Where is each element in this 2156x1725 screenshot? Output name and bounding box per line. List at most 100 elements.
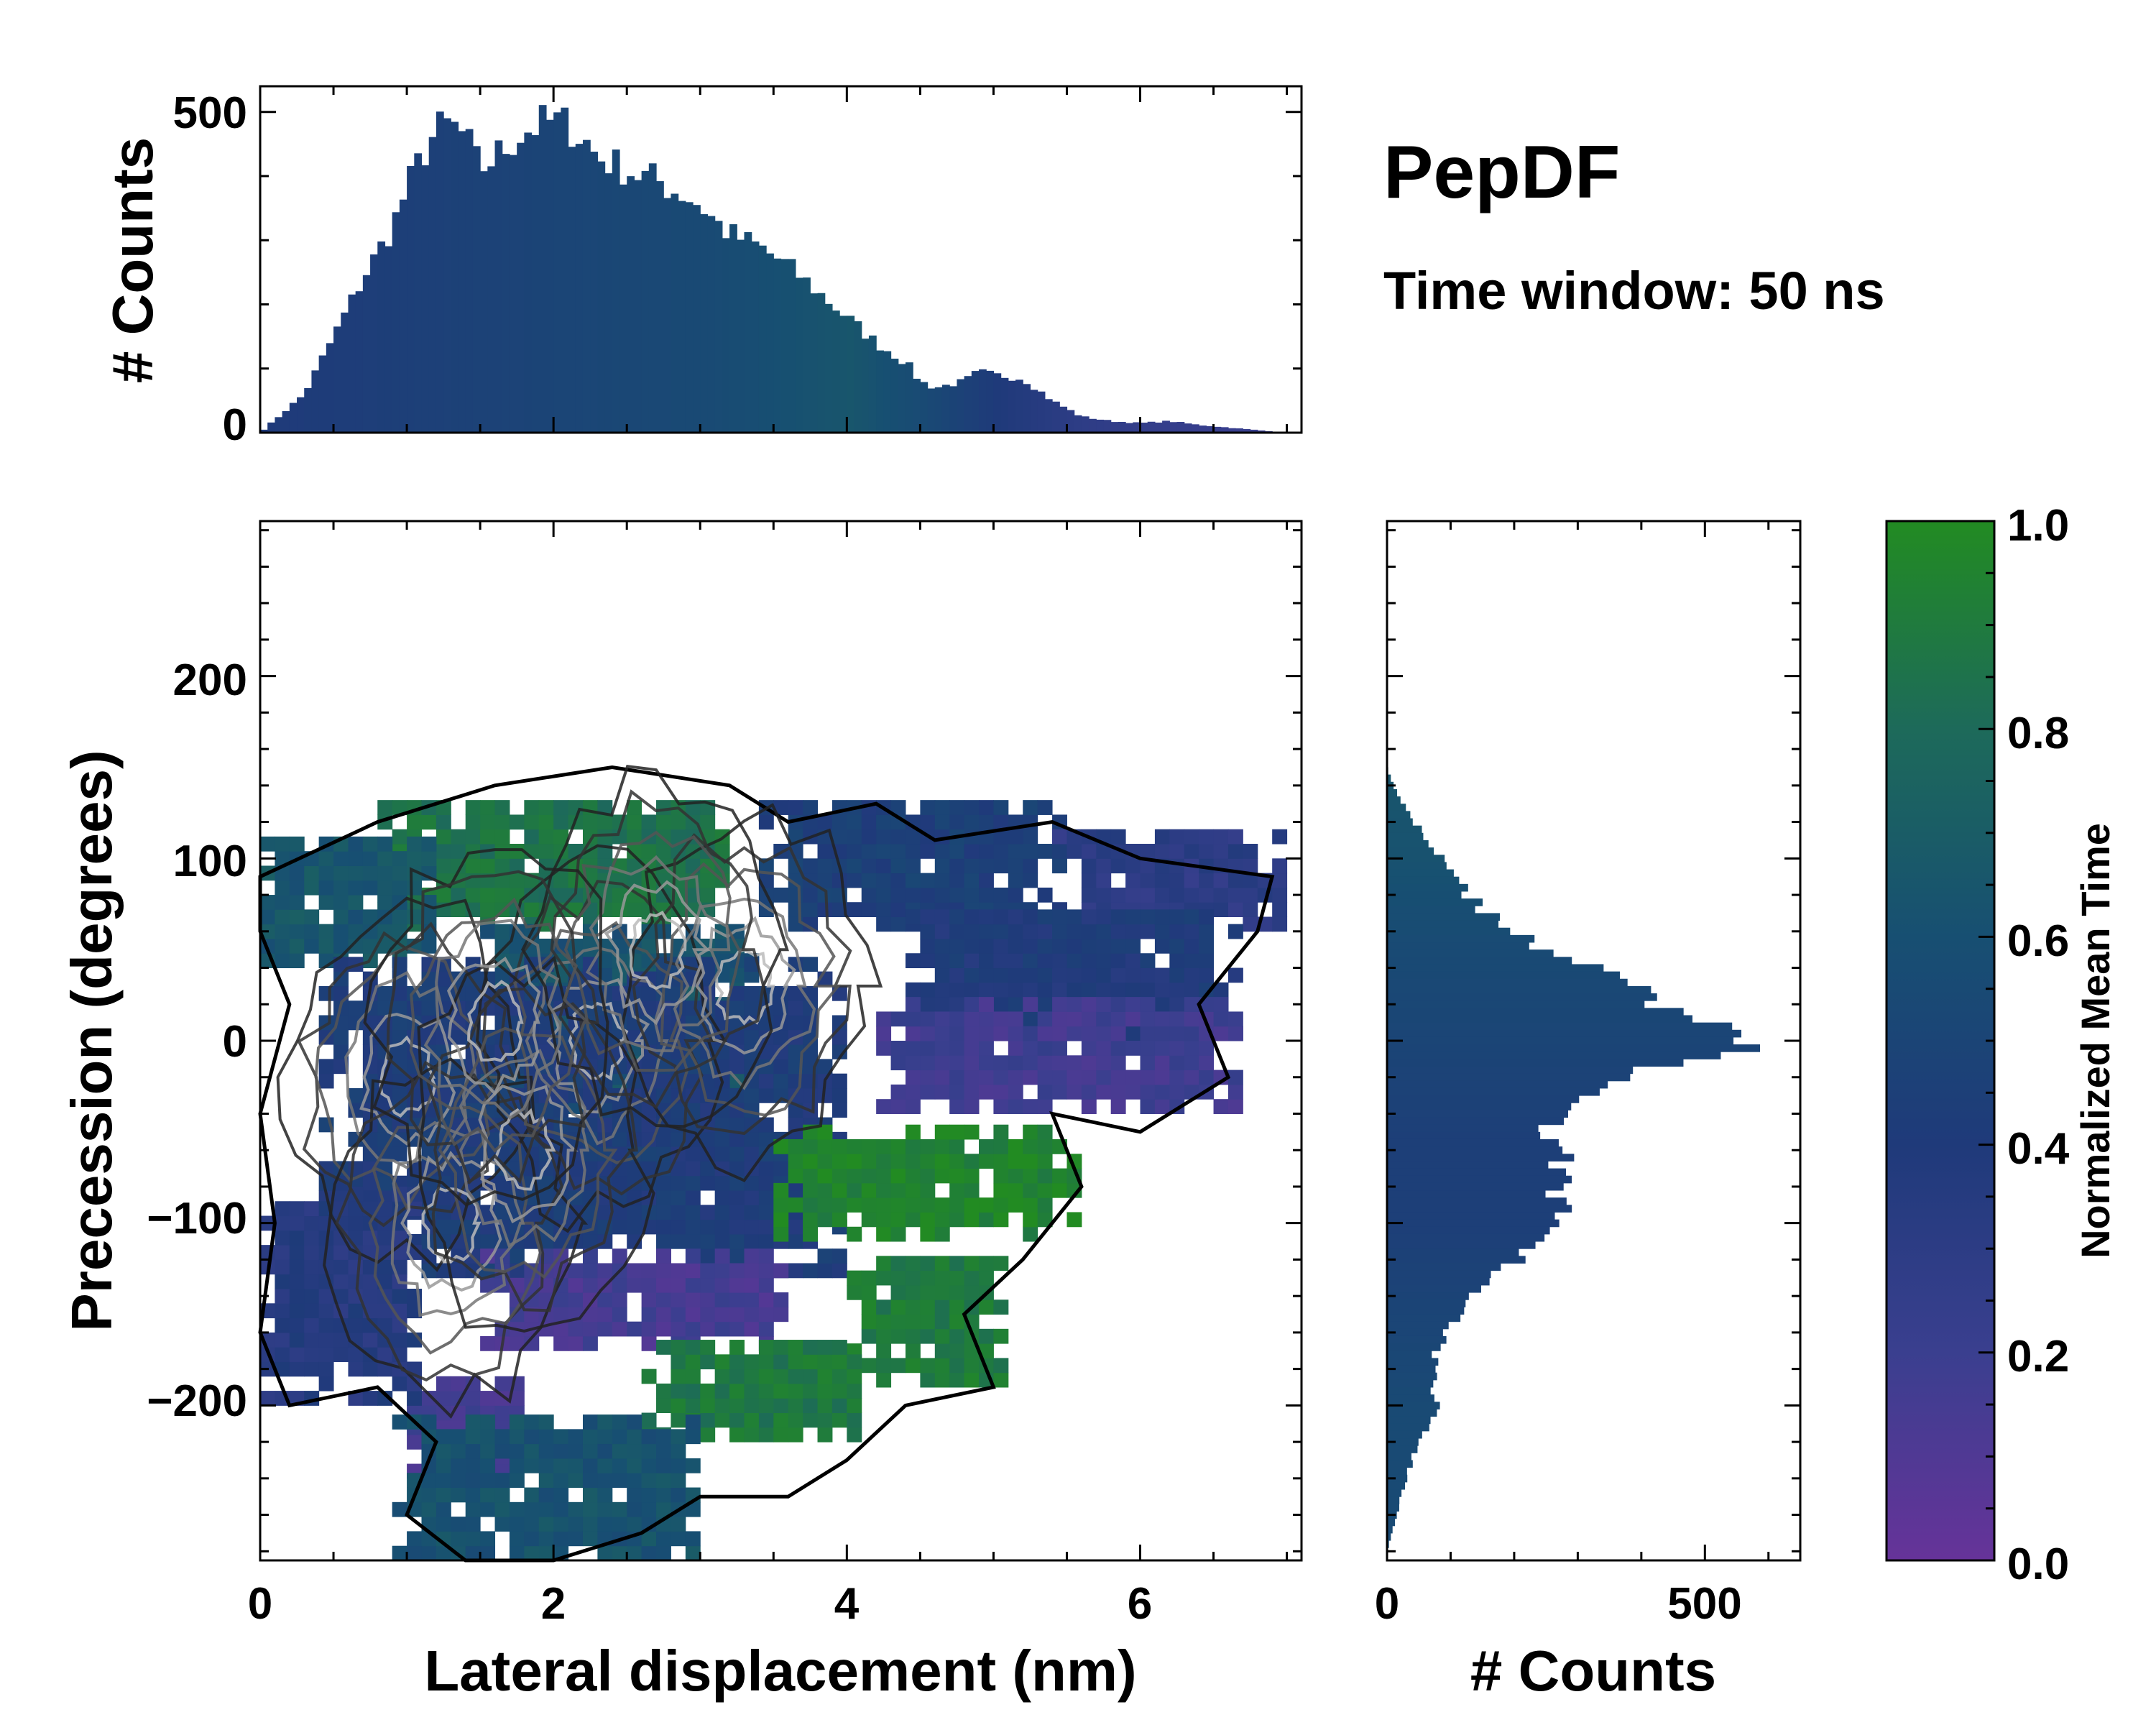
heatmap-cell <box>1169 844 1185 859</box>
heatmap-cell <box>1081 982 1097 998</box>
heatmap-cell <box>685 1429 701 1445</box>
heatmap-cell <box>480 1233 496 1249</box>
top-histogram-bar <box>744 231 752 433</box>
heatmap-cell <box>744 1087 760 1103</box>
heatmap-cell <box>582 1277 598 1293</box>
heatmap-cell <box>788 1368 803 1384</box>
heatmap-cell <box>656 814 671 830</box>
heatmap-cell <box>847 1154 862 1169</box>
heatmap-cell <box>964 1256 980 1271</box>
heatmap-cell <box>304 1317 320 1333</box>
heatmap-cell <box>597 1292 613 1307</box>
main-heatmap: 0 2 4 6 −200 −100 0 100 200 Lateral disp… <box>60 520 1303 1703</box>
heatmap-cell <box>700 1354 716 1370</box>
figure-title: PepDF <box>1383 131 1620 214</box>
heatmap-cell <box>553 800 569 815</box>
right-histogram-bar <box>1387 1110 1569 1118</box>
heatmap-cell <box>831 1154 847 1169</box>
heatmap-cell <box>1169 887 1185 903</box>
heatmap-cell <box>1081 887 1097 903</box>
heatmap-cell <box>318 938 334 954</box>
heatmap-cell <box>817 873 833 888</box>
heatmap-cell <box>1154 924 1170 939</box>
heatmap-cell <box>979 1343 994 1358</box>
heatmap-cell <box>362 880 378 896</box>
heatmap-cell <box>758 1248 774 1264</box>
right-histogram-bar <box>1387 1182 1564 1191</box>
heatmap-cell <box>714 1321 730 1337</box>
right-histogram-bar <box>1387 1175 1572 1184</box>
heatmap-cell <box>318 1161 334 1177</box>
heatmap-cell <box>920 873 936 888</box>
heatmap-cell <box>568 1335 584 1351</box>
heatmap-cell <box>524 1414 540 1430</box>
heatmap-cell <box>362 1175 378 1191</box>
heatmap-cell <box>524 1487 540 1503</box>
heatmap-cell <box>348 895 364 910</box>
heatmap-cell <box>1213 902 1229 917</box>
heatmap-cell <box>949 1256 965 1271</box>
top-histogram-bar <box>333 326 341 433</box>
top-histogram-bars <box>260 105 1288 433</box>
heatmap-cell <box>920 844 936 859</box>
heatmap-cell <box>377 1303 393 1319</box>
top-histogram-bar <box>957 379 965 433</box>
heatmap-cell <box>392 1545 407 1561</box>
top-histogram-bar <box>1243 428 1251 433</box>
heatmap-cell <box>1067 982 1082 998</box>
heatmap-cell <box>362 1317 378 1333</box>
heatmap-cell <box>333 865 349 881</box>
density-contour-ring <box>550 789 765 1109</box>
heatmap-cell <box>758 1146 774 1162</box>
heatmap-cell <box>597 1161 613 1177</box>
density-contour-ring <box>568 1001 629 1081</box>
heatmap-cell <box>934 1138 950 1154</box>
heatmap-cell <box>627 1277 642 1293</box>
top-histogram: 0 500 # Counts <box>101 85 1303 450</box>
heatmap-cell <box>612 967 627 983</box>
heatmap-cell <box>348 1317 364 1333</box>
heatmap-cell <box>597 814 613 830</box>
heatmap-cell <box>377 1317 393 1333</box>
heatmap-cell <box>803 887 819 903</box>
heatmap-cell <box>289 1361 305 1377</box>
top-histogram-bar <box>275 417 283 433</box>
heatmap-cell <box>934 1124 950 1140</box>
heatmap-cell <box>861 814 877 830</box>
heatmap-cell <box>436 1487 451 1503</box>
heatmap-cell <box>1184 938 1199 954</box>
heatmap-cell <box>847 829 862 845</box>
heatmap-cell <box>831 1103 847 1118</box>
heatmap-cell <box>979 844 994 859</box>
heatmap-cell <box>831 1412 847 1428</box>
heatmap-cell <box>920 1055 936 1071</box>
right-histogram-bar <box>1387 1300 1466 1307</box>
heatmap-cell <box>949 982 965 998</box>
heatmap-cell <box>729 1412 745 1428</box>
heatmap-cell <box>509 1545 525 1561</box>
right-histogram-bar <box>1387 1029 1742 1038</box>
heatmap-cell <box>803 1383 819 1399</box>
heatmap-cell <box>538 1458 554 1473</box>
heatmap-cell <box>377 851 393 866</box>
heatmap-cell <box>1140 953 1156 969</box>
heatmap-cell <box>831 1248 847 1264</box>
heatmap-cell <box>905 1182 921 1198</box>
heatmap-cell <box>1154 829 1170 845</box>
heatmap-cell <box>1169 1070 1185 1085</box>
heatmap-cell <box>861 1314 877 1330</box>
heatmap-cell <box>685 1501 701 1517</box>
top-histogram-bar <box>451 121 459 433</box>
heatmap-cell <box>700 873 716 888</box>
heatmap-cell <box>847 1383 862 1399</box>
right-histogram-bars <box>1387 767 1761 1548</box>
heatmap-cell <box>451 887 466 903</box>
heatmap-cell <box>803 858 819 874</box>
top-histogram-bar <box>971 371 980 433</box>
main-x-tick-label: 6 <box>1128 1579 1152 1629</box>
heatmap-cell <box>465 1376 481 1392</box>
density-contour-ring <box>363 848 609 1207</box>
right-histogram-bar <box>1387 1504 1399 1512</box>
heatmap-cell <box>1008 858 1023 874</box>
